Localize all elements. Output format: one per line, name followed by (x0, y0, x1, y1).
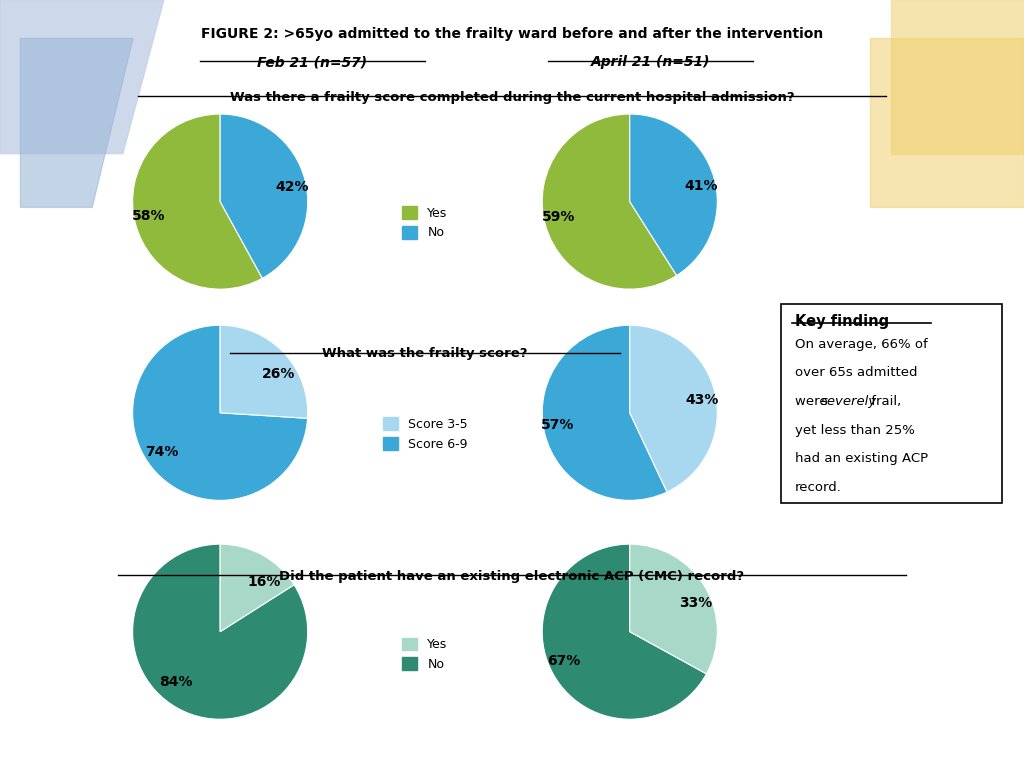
Legend: Yes, No: Yes, No (397, 633, 453, 676)
Text: 67%: 67% (548, 654, 581, 667)
Wedge shape (543, 326, 667, 500)
Wedge shape (133, 544, 307, 719)
Wedge shape (133, 114, 262, 289)
Polygon shape (20, 38, 133, 207)
Text: 74%: 74% (145, 445, 178, 458)
Polygon shape (870, 38, 1024, 207)
Text: 59%: 59% (542, 210, 575, 224)
Text: What was the frailty score?: What was the frailty score? (323, 347, 527, 360)
Text: Was there a frailty score completed during the current hospital admission?: Was there a frailty score completed duri… (229, 91, 795, 104)
Text: FIGURE 2: >65yo admitted to the frailty ward before and after the intervention: FIGURE 2: >65yo admitted to the frailty … (201, 27, 823, 41)
Wedge shape (133, 326, 307, 500)
Text: severely: severely (821, 395, 878, 408)
Legend: Yes, No: Yes, No (397, 201, 453, 244)
Text: Key finding: Key finding (795, 314, 889, 329)
Text: On average, 66% of: On average, 66% of (795, 338, 928, 351)
Text: 16%: 16% (248, 574, 281, 589)
Text: 42%: 42% (275, 180, 309, 194)
FancyBboxPatch shape (780, 303, 1001, 503)
Text: frail,: frail, (867, 395, 901, 408)
Wedge shape (543, 544, 707, 719)
Text: 58%: 58% (131, 209, 165, 223)
Wedge shape (630, 114, 717, 276)
Text: April 21 (n=51): April 21 (n=51) (591, 55, 710, 69)
Text: record.: record. (795, 481, 842, 494)
Text: yet less than 25%: yet less than 25% (795, 424, 914, 437)
Text: had an existing ACP: had an existing ACP (795, 452, 928, 465)
Wedge shape (220, 326, 307, 419)
Wedge shape (220, 114, 307, 278)
Wedge shape (543, 114, 677, 289)
Text: Feb 21 (n=57): Feb 21 (n=57) (257, 55, 368, 69)
Text: 43%: 43% (685, 393, 719, 407)
Wedge shape (220, 544, 294, 631)
Polygon shape (891, 0, 1024, 154)
Text: 84%: 84% (160, 674, 193, 689)
Wedge shape (630, 326, 717, 492)
Text: 57%: 57% (541, 419, 574, 432)
Text: were: were (795, 395, 831, 408)
Legend: Score 3-5, Score 6-9: Score 3-5, Score 6-9 (378, 412, 472, 455)
Polygon shape (0, 0, 164, 154)
Wedge shape (630, 544, 717, 674)
Text: Did the patient have an existing electronic ACP (CMC) record?: Did the patient have an existing electro… (280, 570, 744, 583)
Text: over 65s admitted: over 65s admitted (795, 366, 918, 379)
Text: 41%: 41% (684, 179, 718, 193)
Text: 33%: 33% (679, 596, 712, 610)
Text: 26%: 26% (262, 367, 295, 381)
